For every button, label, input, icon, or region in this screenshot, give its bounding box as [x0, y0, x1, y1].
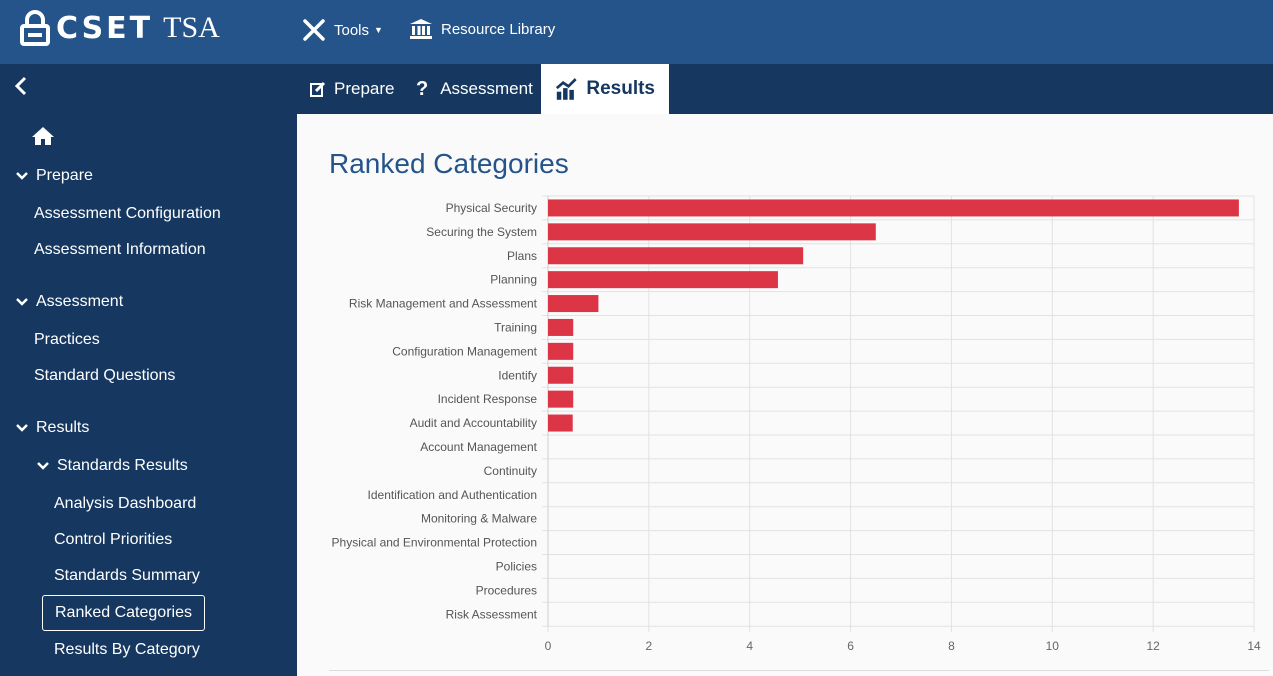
- logo-text: CSET: [56, 10, 154, 46]
- sidebar-item-label: Ranked Categories: [55, 604, 192, 621]
- sidebar-item-label: Results By Category: [54, 641, 200, 658]
- chart-line-icon: [555, 78, 577, 100]
- category-label: Planning: [490, 273, 537, 287]
- x-tick-label: 8: [948, 639, 955, 653]
- category-label: Incident Response: [438, 392, 538, 406]
- tools-menu[interactable]: Tools ▼: [302, 18, 383, 42]
- tab-prepare[interactable]: Prepare: [296, 64, 408, 114]
- sidebar-item-results[interactable]: Results: [16, 419, 89, 437]
- chevron-down-icon: [16, 424, 28, 432]
- caret-down-icon: ▼: [374, 25, 383, 35]
- x-tick-label: 2: [646, 639, 653, 653]
- sidebar-item-label: Assessment Information: [34, 241, 206, 258]
- divider: [329, 670, 1269, 671]
- resource-library-label: Resource Library: [441, 20, 556, 38]
- sidebar-item-ranked-categories[interactable]: Ranked Categories: [42, 595, 205, 631]
- sidebar-item-label: Results: [36, 419, 90, 436]
- category-label: Audit and Accountability: [410, 416, 537, 430]
- logo-suffix: TSA: [163, 11, 220, 44]
- sidebar-item-prepare[interactable]: Prepare: [16, 167, 93, 185]
- sidebar-item-analysis-dashboard[interactable]: Analysis Dashboard: [54, 495, 196, 513]
- bar[interactable]: [548, 342, 574, 360]
- sidebar-item-assessment-information[interactable]: Assessment Information: [34, 241, 206, 259]
- bar[interactable]: [548, 271, 778, 289]
- category-label: Configuration Management: [392, 344, 537, 358]
- x-tick-label: 14: [1247, 639, 1261, 653]
- resource-library-link[interactable]: Resource Library: [409, 18, 555, 40]
- sidebar-item-label: Assessment: [36, 293, 124, 310]
- tab-bar: Prepare ? Assessment Results: [0, 64, 1273, 114]
- sidebar-item-label: Standards Results: [57, 457, 188, 474]
- bar[interactable]: [548, 199, 1239, 217]
- category-label: Risk Assessment: [446, 607, 538, 621]
- lock-icon: [20, 10, 50, 46]
- category-label: Physical and Environmental Protection: [332, 536, 537, 550]
- category-label: Identification and Authentication: [368, 488, 537, 502]
- sidebar-item-assessment[interactable]: Assessment: [16, 293, 123, 311]
- category-label: Plans: [507, 249, 537, 263]
- bar[interactable]: [548, 414, 573, 432]
- sidebar-item-assessment-configuration[interactable]: Assessment Configuration: [34, 205, 221, 223]
- ranked-categories-chart: 0 2 4 6 8 10 12 14 Physical Security Securing the…: [332, 195, 1261, 653]
- category-label: Policies: [496, 559, 537, 573]
- sidebar-item-standard-questions[interactable]: Standard Questions: [34, 367, 175, 385]
- category-label: Securing the System: [426, 225, 537, 239]
- tab-results-label: Results: [586, 78, 655, 99]
- bar[interactable]: [548, 390, 574, 408]
- tab-results[interactable]: Results: [541, 64, 669, 114]
- sidebar-item-standards-summary[interactable]: Standards Summary: [54, 567, 200, 585]
- x-tick-label: 6: [847, 639, 854, 653]
- chevron-left-icon[interactable]: [14, 76, 28, 102]
- x-tick-label: 10: [1046, 639, 1060, 653]
- top-header: CSET TSA Tools ▼ Resource Library: [0, 0, 1273, 64]
- category-label: Risk Management and Assessment: [349, 297, 538, 311]
- tab-assessment[interactable]: ? Assessment: [402, 64, 547, 114]
- category-label: Identify: [498, 368, 537, 382]
- question-icon: ?: [416, 77, 429, 100]
- x-tick-label: 0: [545, 639, 552, 653]
- sidebar-item-label: Standards Summary: [54, 567, 200, 584]
- bar[interactable]: [548, 318, 574, 336]
- sidebar: Prepare Assessment Configuration Assessm…: [0, 114, 297, 676]
- cset-logo[interactable]: CSET TSA: [20, 6, 220, 50]
- chevron-down-icon: [16, 172, 28, 180]
- chevron-down-icon: [16, 298, 28, 306]
- edit-icon: [310, 81, 326, 97]
- sidebar-item-label: Standard Questions: [34, 367, 176, 384]
- chevron-down-icon: [37, 462, 49, 470]
- tools-icon: [303, 19, 325, 41]
- bar[interactable]: [548, 366, 574, 384]
- category-label: Account Management: [420, 440, 537, 454]
- bar[interactable]: [548, 223, 876, 241]
- tab-prepare-label: Prepare: [334, 79, 395, 98]
- home-icon[interactable]: [31, 126, 55, 146]
- sidebar-item-results-by-category[interactable]: Results By Category: [54, 641, 200, 659]
- tab-assessment-label: Assessment: [440, 79, 533, 98]
- library-icon: [410, 19, 432, 39]
- sidebar-item-control-priorities[interactable]: Control Priorities: [54, 531, 172, 549]
- category-label: Monitoring & Malware: [421, 512, 537, 526]
- bar[interactable]: [548, 247, 804, 265]
- sidebar-item-practices[interactable]: Practices: [34, 331, 100, 349]
- main-content: Ranked Categories 0 2 4 6 8 10 12 14 Physical Se…: [297, 114, 1273, 676]
- sidebar-item-label: Assessment Configuration: [34, 205, 221, 222]
- sidebar-item-label: Analysis Dashboard: [54, 495, 197, 512]
- category-label: Training: [494, 320, 537, 334]
- page-title: Ranked Categories: [329, 148, 569, 179]
- sidebar-item-label: Prepare: [36, 167, 93, 184]
- x-tick-label: 12: [1146, 639, 1160, 653]
- category-label: Procedures: [476, 583, 537, 597]
- sidebar-item-label: Control Priorities: [54, 531, 173, 548]
- sidebar-item-standards-results[interactable]: Standards Results: [37, 457, 188, 475]
- bar[interactable]: [548, 295, 599, 313]
- x-tick-label: 4: [746, 639, 753, 653]
- category-label: Continuity: [484, 464, 537, 478]
- tools-label: Tools: [334, 21, 370, 39]
- sidebar-item-label: Practices: [34, 331, 100, 348]
- category-label: Physical Security: [446, 201, 537, 215]
